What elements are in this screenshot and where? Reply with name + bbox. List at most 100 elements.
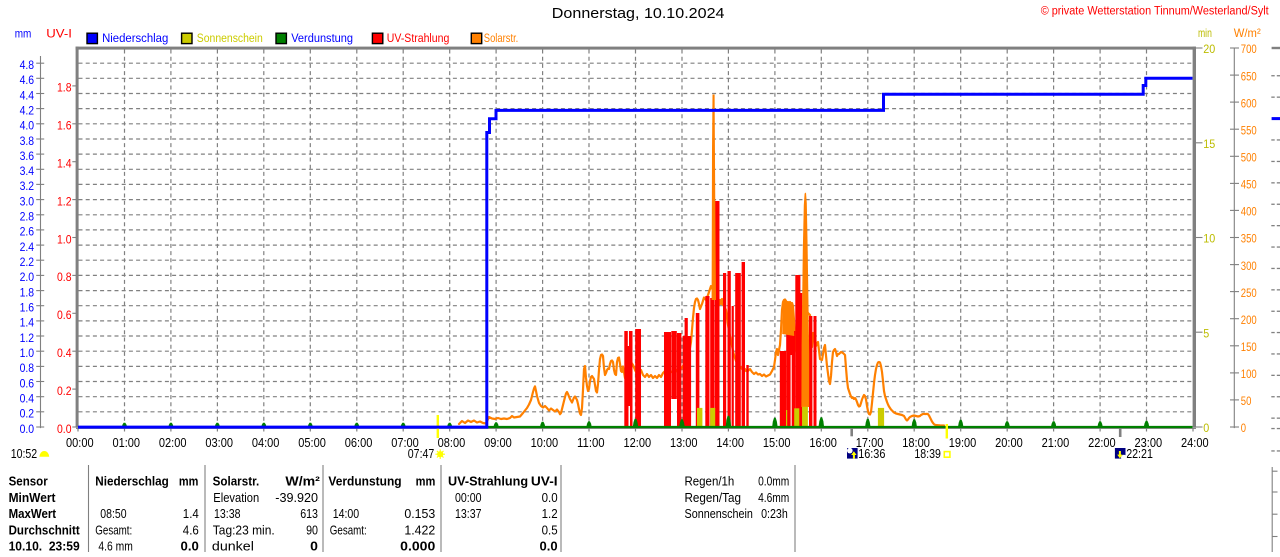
svg-text:MaxWert: MaxWert	[9, 506, 57, 521]
svg-text:0.0: 0.0	[542, 490, 558, 505]
svg-text:1.0: 1.0	[20, 347, 35, 360]
svg-text:2.0: 2.0	[20, 271, 35, 284]
svg-text:W/m²: W/m²	[285, 474, 320, 489]
svg-text:450: 450	[1241, 179, 1257, 192]
svg-text:3.6: 3.6	[20, 150, 34, 163]
svg-text:4.8: 4.8	[20, 59, 34, 72]
svg-text:04:00: 04:00	[252, 435, 280, 450]
svg-text:22:21: 22:21	[1126, 446, 1153, 461]
svg-text:10:52: 10:52	[11, 446, 38, 461]
svg-text:17:00: 17:00	[856, 435, 884, 450]
svg-text:UV-I: UV-I	[531, 474, 558, 489]
svg-text:23:00: 23:00	[1135, 435, 1163, 450]
svg-text:Durchschnitt: Durchschnitt	[9, 522, 81, 537]
svg-text:1.2: 1.2	[542, 506, 558, 521]
svg-text:200: 200	[1241, 314, 1257, 327]
svg-text:0.8: 0.8	[20, 362, 34, 375]
svg-text:21:00: 21:00	[1042, 435, 1070, 450]
svg-text:0: 0	[310, 539, 318, 552]
svg-text:dunkel: dunkel	[212, 539, 254, 552]
svg-text:2.6: 2.6	[20, 226, 34, 239]
svg-text:1.2: 1.2	[20, 332, 34, 345]
svg-text:00:00: 00:00	[455, 490, 482, 505]
svg-text:06:00: 06:00	[345, 435, 373, 450]
svg-text:07:00: 07:00	[391, 435, 419, 450]
svg-text:50: 50	[1241, 395, 1252, 408]
svg-text:UV-Strahlung: UV-Strahlung	[387, 31, 450, 45]
svg-text:Elevation: Elevation	[213, 490, 259, 505]
svg-text:700: 700	[1241, 43, 1257, 56]
svg-text:2.8: 2.8	[20, 211, 34, 224]
svg-text:400: 400	[1241, 206, 1257, 219]
svg-text:4.2: 4.2	[20, 104, 34, 117]
svg-text:0.6: 0.6	[20, 377, 34, 390]
svg-text:07:47: 07:47	[408, 446, 435, 461]
svg-text:0: 0	[1241, 422, 1247, 435]
svg-text:18:00: 18:00	[902, 435, 930, 450]
svg-text:Tag:23 min.: Tag:23 min.	[213, 522, 275, 537]
svg-text:09:00: 09:00	[484, 435, 512, 450]
svg-text:1.422: 1.422	[404, 522, 435, 537]
svg-text:1.8: 1.8	[57, 82, 72, 95]
svg-text:16:00: 16:00	[809, 435, 837, 450]
svg-text:12:00: 12:00	[624, 435, 652, 450]
svg-text:0.4: 0.4	[57, 347, 72, 360]
svg-text:0.4: 0.4	[20, 393, 35, 406]
svg-text:5: 5	[1203, 327, 1209, 340]
svg-text:3.4: 3.4	[20, 165, 35, 178]
svg-text:Gesamt:: Gesamt:	[95, 522, 132, 537]
svg-text:250: 250	[1241, 287, 1257, 300]
svg-text:2.2: 2.2	[20, 256, 34, 269]
svg-text:13:38: 13:38	[214, 506, 241, 521]
svg-text:0.000: 0.000	[400, 539, 435, 552]
svg-text:1.4: 1.4	[183, 506, 199, 521]
svg-text:Solarstr.: Solarstr.	[213, 474, 260, 489]
svg-text:UV-I: UV-I	[46, 28, 72, 41]
svg-text:Regen/1h: Regen/1h	[685, 474, 735, 489]
svg-text:1.4: 1.4	[20, 317, 35, 330]
svg-text:08:00: 08:00	[438, 435, 466, 450]
svg-text:0: 0	[1203, 422, 1209, 435]
svg-text:22:00: 22:00	[1088, 435, 1116, 450]
svg-text:19:00: 19:00	[949, 435, 977, 450]
svg-text:4.4: 4.4	[20, 89, 35, 102]
svg-text:90: 90	[306, 522, 318, 537]
svg-text:1.8: 1.8	[20, 286, 34, 299]
svg-text:2.4: 2.4	[20, 241, 35, 254]
svg-text:14:00: 14:00	[716, 435, 744, 450]
svg-text:-39.920: -39.920	[275, 490, 318, 505]
svg-text:150: 150	[1241, 341, 1257, 354]
svg-text:0.0mm: 0.0mm	[758, 474, 789, 489]
svg-text:18:39: 18:39	[914, 446, 941, 461]
svg-text:Sensor: Sensor	[9, 474, 48, 489]
svg-text:4.6 mm: 4.6 mm	[98, 539, 132, 552]
svg-text:05:00: 05:00	[298, 435, 326, 450]
svg-text:00:00: 00:00	[66, 435, 94, 450]
svg-text:W/m²: W/m²	[1234, 27, 1261, 40]
svg-text:0:23h: 0:23h	[761, 506, 788, 521]
svg-text:350: 350	[1241, 233, 1257, 246]
svg-text:0.6: 0.6	[57, 309, 72, 322]
svg-text:02:00: 02:00	[159, 435, 187, 450]
svg-text:03:00: 03:00	[205, 435, 233, 450]
svg-text:16:36: 16:36	[858, 446, 885, 461]
svg-text:20: 20	[1203, 43, 1215, 56]
svg-text:Verdunstung: Verdunstung	[328, 474, 401, 489]
svg-text:500: 500	[1241, 152, 1257, 165]
svg-text:Regen/Tag: Regen/Tag	[685, 490, 742, 505]
svg-text:Sonnenschein: Sonnenschein	[685, 506, 753, 521]
svg-text:100: 100	[1241, 368, 1257, 381]
svg-text:4.6: 4.6	[20, 74, 34, 87]
svg-text:1.2: 1.2	[57, 195, 72, 208]
svg-text:10: 10	[1203, 233, 1215, 246]
svg-text:1.0: 1.0	[57, 233, 72, 246]
svg-text:Niederschlag: Niederschlag	[95, 474, 169, 489]
svg-text:0.0: 0.0	[181, 539, 199, 552]
svg-text:14:00: 14:00	[333, 506, 360, 521]
svg-text:Solarstr.: Solarstr.	[484, 31, 519, 45]
svg-text:Sonnenschein: Sonnenschein	[197, 31, 263, 45]
svg-text:550: 550	[1241, 124, 1257, 137]
svg-text:0.0: 0.0	[57, 423, 72, 436]
svg-text:300: 300	[1241, 260, 1257, 273]
svg-text:4.0: 4.0	[20, 120, 35, 133]
